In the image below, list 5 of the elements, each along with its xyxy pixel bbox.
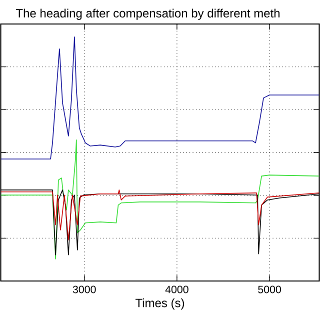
x-tick-label: 4000 (165, 286, 188, 294)
x-tick-label: 3000 (72, 286, 96, 294)
chart-title: The heading after compensation by different meth (16, 8, 280, 20)
x-tick-label: 5000 (258, 286, 281, 294)
x-axis-title: Times (s) (136, 298, 184, 310)
